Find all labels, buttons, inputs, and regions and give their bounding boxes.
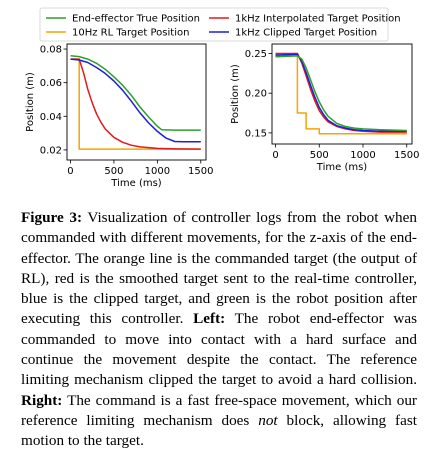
right-xtick-label: 1500 (394, 150, 419, 161)
left-xtick-label: 0 (67, 166, 73, 177)
right-series-10hz-rl-target-position (275, 54, 407, 135)
left-series-1khz-clipped-target-position (70, 58, 201, 143)
right-ytick-label: 0.25 (245, 49, 267, 60)
right-xtick-label: 500 (310, 150, 329, 161)
figure-caption: Figure 3: Visualization of controller lo… (21, 208, 417, 452)
left-series-1khz-interpolated-target-position (70, 58, 201, 150)
left-xtick-label: 1500 (188, 166, 213, 177)
chart-right: 0 500 1000 1500 0.15 0.20 0.25 Time (ms) Positio… (230, 43, 419, 173)
left-ytick-label: 0.02 (40, 145, 62, 156)
right-series-1khz-interpolated-target-position (275, 52, 407, 133)
left-ytick-label: 0.04 (40, 112, 62, 123)
right-ytick-label: 0.20 (245, 89, 267, 100)
caption-text-left: The robot end-effector was commanded to … (21, 310, 417, 389)
left-series-end-effector-true-position (70, 55, 201, 131)
left-plot-frame (66, 43, 207, 161)
right-plot-frame (271, 43, 413, 145)
left-ytick-label: 0.06 (40, 78, 62, 89)
legend: End-effector True Position 1kHz Interpol… (39, 7, 401, 42)
right-xtick-label: 1000 (350, 150, 375, 161)
caption-right-label: Right: (21, 391, 63, 409)
caption-emphasis: not (258, 411, 278, 429)
legend-frame (39, 7, 389, 42)
legend-label-interpolated: 1kHz Interpolated Target Position (235, 14, 401, 25)
right-x-axis-label: Time (ms) (316, 162, 368, 173)
right-ytick-label: 0.15 (245, 128, 267, 139)
chart-left: 0 500 1000 1500 0.02 0.04 0.06 0.08 Time (ms) Pos… (25, 43, 214, 189)
left-xtick-label: 1000 (145, 166, 170, 177)
figure-label: Figure 3: (21, 209, 83, 226)
right-xtick-label: 0 (272, 150, 278, 161)
caption-text-intro: Visualization of controller logs from th… (21, 209, 417, 328)
legend-label-rl-target: 10Hz RL Target Position (72, 28, 189, 39)
left-series-10hz-rl-target-position (70, 58, 201, 150)
caption-left-label: Left: (193, 310, 226, 328)
right-series-end-effector-true-position (275, 55, 407, 132)
right-series-1khz-clipped-target-position (275, 53, 407, 133)
left-x-axis-label: Time (ms) (110, 178, 162, 189)
figure-charts: End-effector True Position 1kHz Interpol… (25, 7, 419, 189)
right-y-axis-label: Position (m) (230, 64, 241, 124)
left-ytick-label: 0.08 (40, 45, 62, 56)
legend-label-true-position: End-effector True Position (72, 14, 200, 25)
left-y-axis-label: Position (m) (25, 72, 36, 132)
legend-label-clipped: 1kHz Clipped Target Position (235, 28, 377, 39)
left-xtick-label: 500 (104, 166, 123, 177)
